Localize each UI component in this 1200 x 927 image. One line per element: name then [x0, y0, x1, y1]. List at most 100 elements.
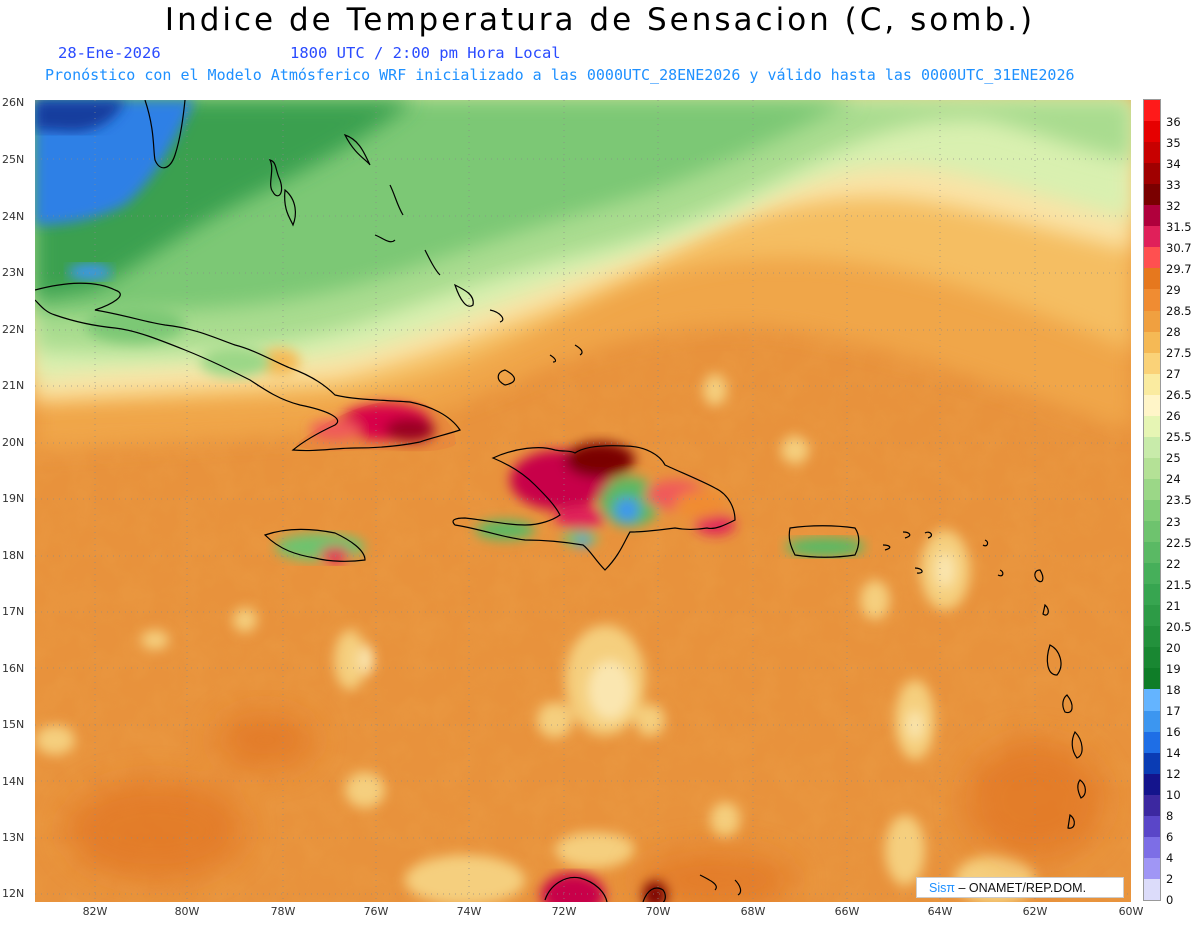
lat-tick-label: 18N — [2, 549, 25, 562]
lat-tick-label: 13N — [2, 831, 25, 844]
legend-color-swatch — [1144, 689, 1160, 712]
legend-color-swatch — [1144, 100, 1160, 122]
legend-color-swatch — [1144, 710, 1160, 733]
legend-label: 30.7 — [1166, 240, 1192, 255]
lat-tick-label: 14N — [2, 775, 25, 788]
lon-tick-label: 74W — [456, 905, 482, 918]
legend-color-swatch — [1144, 373, 1160, 396]
legend-color-swatch — [1144, 289, 1160, 312]
lon-tick-label: 80W — [174, 905, 200, 918]
sispi-logo: Sisπ — [929, 881, 955, 895]
legend-border — [1143, 99, 1161, 901]
legend-color-swatch — [1144, 857, 1160, 880]
legend-label: 4 — [1166, 851, 1174, 866]
legend-color-swatch — [1144, 500, 1160, 522]
legend-label: 27 — [1166, 367, 1181, 382]
legend-label: 20 — [1166, 640, 1181, 655]
lat-tick-label: 23N — [2, 266, 25, 279]
legend-color-swatch — [1144, 121, 1160, 143]
legend-label: 19 — [1166, 661, 1181, 676]
legend-color-swatch — [1144, 563, 1160, 585]
legend-label: 21.5 — [1166, 577, 1192, 592]
legend-label: 18 — [1166, 682, 1181, 697]
legend-color-swatch — [1144, 226, 1160, 248]
legend-label: 16 — [1166, 725, 1181, 740]
heat-field — [35, 100, 1131, 902]
lat-tick-label: 21N — [2, 379, 25, 392]
legend-label: 6 — [1166, 830, 1174, 845]
lon-tick-label: 78W — [270, 905, 296, 918]
legend-label: 28.5 — [1166, 304, 1192, 318]
legend-label: 10 — [1166, 788, 1181, 803]
legend-label: 31.5 — [1166, 219, 1192, 234]
model-subtitle: Pronóstico con el Modelo Atmósferico WRF… — [45, 66, 1075, 84]
legend-label: 25 — [1166, 451, 1181, 466]
legend-label: 12 — [1166, 767, 1181, 782]
legend-label: 21 — [1166, 598, 1181, 613]
legend-label: 23.5 — [1166, 493, 1192, 508]
lon-tick-label: 82W — [82, 905, 108, 918]
legend-color-swatch — [1144, 626, 1160, 648]
legend-color-swatch — [1144, 436, 1160, 459]
lon-tick-label: 64W — [927, 905, 953, 918]
legend-label: 26 — [1166, 409, 1181, 424]
lon-tick-label: 66W — [834, 905, 860, 918]
legend-color-swatch — [1144, 457, 1160, 480]
lat-tick-label: 22N — [2, 323, 25, 336]
legend-label: 23 — [1166, 514, 1181, 529]
credit-text: – ONAMET/REP.DOM. — [955, 881, 1087, 895]
lon-tick-label: 60W — [1118, 905, 1144, 918]
legend-color-swatch — [1144, 836, 1160, 859]
legend-color-swatch — [1144, 205, 1160, 227]
legend-color-swatch — [1144, 352, 1160, 375]
legend-color-swatch — [1144, 878, 1160, 901]
legend-color-swatch — [1144, 605, 1160, 627]
legend-label: 17 — [1166, 704, 1181, 718]
legend-label: 28 — [1166, 325, 1181, 340]
legend-label: 25.5 — [1166, 430, 1192, 445]
legend-label: 32 — [1166, 198, 1181, 213]
lat-tick-label: 12N — [2, 887, 25, 900]
legend-label: 29.7 — [1166, 261, 1192, 276]
legend-label: 24 — [1166, 472, 1181, 487]
legend-label: 20.5 — [1166, 619, 1192, 634]
legend-color-swatch — [1144, 184, 1160, 206]
legend-color-swatch — [1144, 310, 1160, 333]
lat-tick-label: 15N — [2, 718, 25, 731]
legend-label: 33 — [1166, 177, 1181, 192]
legend-label: 22.5 — [1166, 535, 1192, 550]
legend-color-swatch — [1144, 521, 1160, 543]
lon-tick-label: 68W — [740, 905, 766, 918]
credit-badge: Sisπ – ONAMET/REP.DOM. — [916, 877, 1124, 898]
legend-color-swatch — [1144, 394, 1160, 417]
lon-tick-label: 76W — [363, 905, 389, 918]
lon-tick-label: 62W — [1022, 905, 1048, 918]
legend-color-swatch — [1144, 731, 1160, 754]
lat-tick-label: 17N — [2, 605, 25, 618]
map-title: Indice de Temperatura de Sensacion (C, s… — [164, 2, 1036, 38]
lat-tick-label: 20N — [2, 436, 25, 449]
lat-tick-label: 26N — [2, 96, 25, 109]
legend-label: 36 — [1166, 114, 1181, 129]
legend-color-swatch — [1144, 815, 1160, 838]
legend-color-swatch — [1144, 752, 1160, 775]
legend-color-swatch — [1144, 247, 1160, 269]
legend-label: 2 — [1166, 872, 1174, 887]
legend-color-swatch — [1144, 584, 1160, 606]
legend-color-swatch — [1144, 668, 1160, 691]
lat-tick-label: 16N — [2, 662, 25, 675]
legend-color-swatch — [1144, 794, 1160, 817]
legend-label: 34 — [1166, 156, 1181, 171]
forecast-time: 1800 UTC / 2:00 pm Hora Local — [290, 44, 561, 62]
legend-label: 29 — [1166, 282, 1181, 297]
legend-color-swatch — [1144, 542, 1160, 564]
legend-label: 22 — [1166, 556, 1181, 571]
lat-tick-label: 24N — [2, 210, 25, 223]
lat-tick-label: 25N — [2, 153, 25, 166]
legend-label: 8 — [1166, 809, 1174, 824]
legend-color-swatch — [1144, 142, 1160, 164]
coastlines — [35, 100, 1086, 902]
legend-label: 35 — [1166, 135, 1181, 150]
heat-index-map — [35, 100, 1131, 902]
lat-tick-label: 19N — [2, 492, 25, 505]
